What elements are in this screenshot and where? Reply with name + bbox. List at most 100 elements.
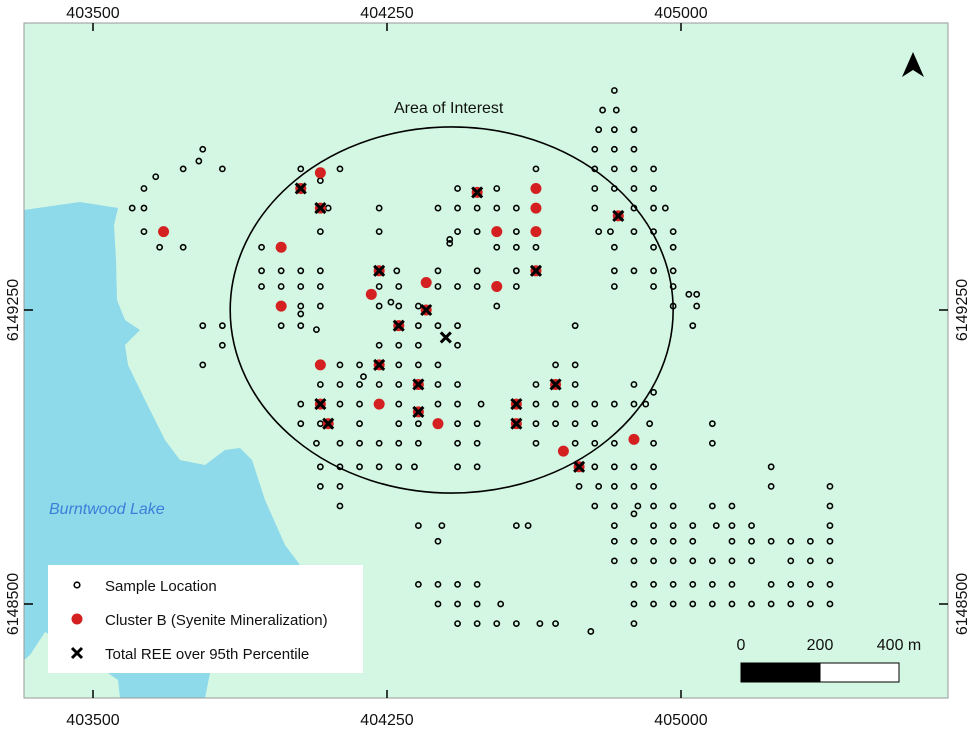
ree-95th-percentile-mark	[322, 417, 335, 430]
sample-location-point	[650, 502, 657, 510]
sample-location-point	[313, 326, 320, 333]
sample-location-point	[595, 482, 603, 490]
ree-95th-percentile-mark	[412, 405, 425, 418]
sample-location-point	[156, 243, 164, 251]
sample-location-point	[493, 302, 501, 310]
sample-location-point	[806, 581, 814, 588]
ree-95th-percentile-mark	[392, 319, 405, 332]
sample-location-point	[375, 439, 383, 447]
sample-location-point	[387, 298, 395, 306]
sample-location-point	[473, 463, 481, 471]
sample-location-point	[140, 228, 148, 235]
lake-label: Burntwood Lake	[49, 501, 165, 518]
sample-location-point	[630, 581, 638, 588]
sample-location-point	[395, 361, 403, 369]
sample-location-point	[669, 600, 677, 608]
sample-location-point	[826, 502, 834, 510]
sample-location-point	[693, 302, 701, 310]
sample-location-point	[411, 463, 418, 471]
legend-sample-symbol	[73, 581, 81, 589]
sample-location-point	[297, 283, 305, 290]
sample-location-point	[610, 502, 618, 510]
sample-location-point	[689, 322, 697, 330]
sample-location-point	[748, 522, 755, 529]
sample-location-point	[152, 173, 160, 181]
sample-location-point	[787, 581, 795, 588]
area-of-interest-label: Area of Interest	[394, 100, 504, 117]
sample-location-point	[316, 267, 324, 275]
cluster-b-point	[275, 300, 287, 312]
sample-location-point	[610, 185, 618, 192]
sample-location-point	[650, 537, 657, 545]
sample-location-point	[434, 283, 442, 290]
sample-location-point	[454, 185, 461, 192]
sample-location-point	[650, 267, 657, 275]
sample-location-point	[612, 106, 620, 114]
sample-location-point	[434, 322, 442, 330]
sample-location-point	[454, 228, 461, 235]
sample-location-point	[806, 537, 814, 545]
sample-location-point	[630, 126, 638, 134]
sample-location-point	[218, 165, 226, 173]
sample-location-point	[630, 185, 638, 192]
legend-label-cluster-b: Cluster B (Syenite Mineralization)	[105, 612, 328, 629]
axis-ticks: 403500 403500 404250 404250 405000 405000 6149…	[5, 5, 971, 729]
sample-location-point	[454, 439, 461, 447]
sample-location-point	[454, 600, 461, 608]
sample-location-point	[454, 341, 461, 349]
sample-location-point	[669, 537, 677, 545]
sample-location-point	[650, 522, 657, 529]
sample-location-point	[393, 267, 401, 275]
sample-location-point	[669, 557, 677, 565]
sample-location-point	[630, 145, 638, 153]
sample-location-point	[258, 283, 265, 290]
ree-95th-percentile-mark	[529, 264, 543, 277]
sample-location-point	[454, 581, 461, 588]
cluster-b-point	[373, 398, 385, 410]
legend-box	[48, 565, 363, 673]
ree-95th-percentile-mark	[314, 398, 327, 411]
sample-location-point	[630, 510, 638, 518]
sample-location-point	[316, 482, 324, 490]
sample-location-point	[493, 243, 501, 251]
sample-location-point	[607, 228, 614, 235]
sample-location-point	[826, 537, 834, 545]
sample-location-point	[434, 581, 442, 588]
sample-location-point	[610, 87, 618, 94]
sample-location-point	[669, 502, 677, 510]
sample-location-point	[552, 400, 559, 408]
sample-location-point	[646, 420, 654, 428]
sample-location-point	[610, 522, 618, 529]
sample-location-point	[336, 502, 344, 510]
sample-location-point	[438, 522, 446, 529]
sample-location-point	[661, 204, 669, 212]
sample-location-point	[336, 463, 344, 471]
x-tick-label-top: 403500	[66, 5, 119, 22]
sample-location-point	[552, 420, 559, 428]
sample-location-point	[195, 157, 203, 165]
ree-95th-percentile-mark	[412, 378, 425, 391]
sample-location-point	[708, 420, 716, 428]
sample-location-point	[685, 290, 693, 298]
sample-location-point	[356, 381, 363, 388]
sample-location-point	[712, 522, 720, 529]
y-tick-label-left: 6148500	[5, 573, 22, 635]
sample-location-point	[434, 204, 442, 212]
cluster-b-point	[530, 182, 542, 194]
sample-location-point	[277, 322, 285, 330]
sample-location-point	[767, 581, 775, 588]
scale-bar: 0 200 400 m	[737, 637, 921, 683]
legend: Sample Location Cluster B (Syenite Miner…	[48, 565, 363, 673]
sample-location-point	[591, 420, 599, 428]
sample-marks	[128, 87, 834, 635]
sample-location-point	[630, 165, 638, 173]
sample-location-point	[591, 502, 599, 510]
sample-location-point	[454, 463, 461, 471]
sample-location-point	[610, 482, 618, 490]
ree-95th-percentile-mark	[373, 358, 386, 371]
sample-location-point	[316, 381, 324, 388]
sample-location-point	[258, 243, 265, 251]
sample-location-point	[454, 420, 461, 428]
sample-location-point	[473, 267, 481, 275]
sample-location-point	[512, 283, 520, 290]
